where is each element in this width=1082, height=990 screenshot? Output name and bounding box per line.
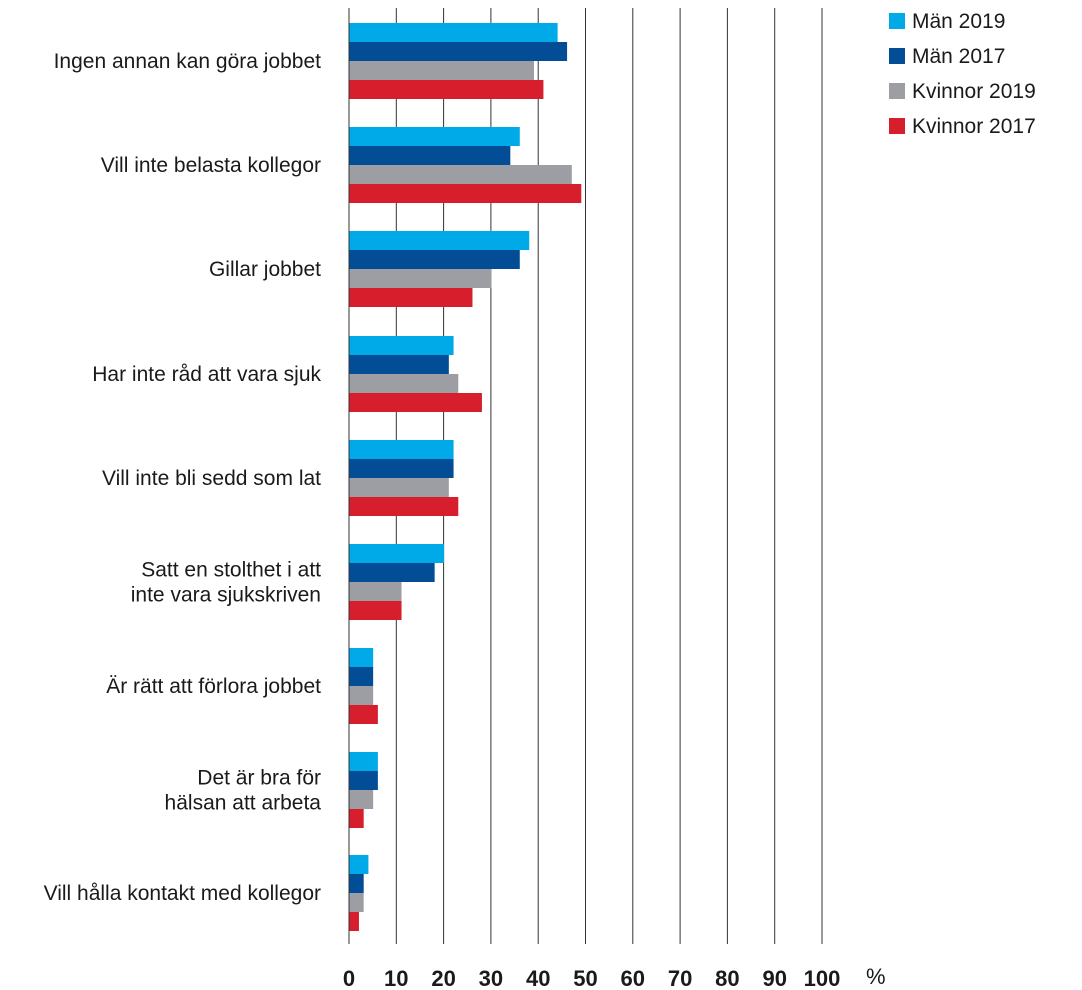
category-label: hälsan att arbeta — [165, 792, 322, 815]
bar — [349, 855, 369, 874]
bar — [349, 478, 449, 497]
bar — [349, 146, 511, 165]
x-tick-label: 0 — [343, 966, 355, 990]
bar — [349, 809, 364, 828]
x-tick-label: 60 — [621, 966, 645, 990]
legend-swatch — [889, 48, 905, 64]
legend-swatch — [889, 13, 905, 29]
x-axis-ticks: 0 10 20 30 40 50 60 70 80 90 100% — [343, 964, 886, 990]
x-tick-label: 20 — [431, 966, 455, 990]
legend-label: Kvinnor 2017 — [912, 115, 1036, 138]
x-tick-label: 30 — [479, 966, 503, 990]
bar — [349, 790, 374, 809]
bar — [349, 184, 582, 203]
bar — [349, 288, 473, 307]
bar — [349, 752, 378, 771]
category-label: Ingen annan kan göra jobbet — [54, 50, 322, 73]
bar — [349, 231, 530, 250]
bar — [349, 563, 435, 582]
unit-label: % — [866, 964, 886, 989]
x-tick-label: 50 — [573, 966, 597, 990]
bar — [349, 874, 364, 893]
category-label: Har inte råd att vara sjuk — [92, 363, 321, 386]
legend: Män 2019 Män 2017 Kvinnor 2019 Kvinnor 2017 — [889, 10, 1036, 138]
x-tick-label: 40 — [526, 966, 550, 990]
bar — [349, 544, 445, 563]
bar — [349, 601, 402, 620]
bar — [349, 893, 364, 912]
bar — [349, 667, 374, 686]
bar — [349, 771, 378, 790]
bar — [349, 42, 568, 61]
bar — [349, 80, 544, 99]
x-tick-label: 80 — [715, 966, 739, 990]
bar — [349, 705, 378, 724]
category-label: Vill hålla kontakt med kollegor — [44, 882, 321, 905]
category-label: Är rätt att förlora jobbet — [106, 675, 321, 698]
bar — [349, 440, 454, 459]
category-label: Satt en stolthet i att — [141, 559, 321, 582]
legend-swatch — [889, 118, 905, 134]
legend-label: Kvinnor 2019 — [912, 80, 1036, 103]
legend-swatch — [889, 83, 905, 99]
bar — [349, 269, 492, 288]
bar — [349, 459, 454, 478]
x-tick-label: 90 — [762, 966, 786, 990]
bar — [349, 497, 459, 516]
x-tick-label: 100 — [804, 966, 841, 990]
bar — [349, 23, 558, 42]
bar — [349, 165, 572, 184]
category-labels: Ingen annan kan göra jobbet Vill inte bel… — [44, 50, 322, 905]
bar — [349, 582, 402, 601]
bars — [349, 23, 582, 931]
bar — [349, 912, 359, 931]
bar — [349, 250, 520, 269]
category-label: Det är bra för — [197, 767, 321, 790]
bar — [349, 393, 482, 412]
bar — [349, 355, 449, 374]
x-tick-label: 10 — [384, 966, 408, 990]
bar — [349, 686, 374, 705]
category-label: Gillar jobbet — [209, 258, 321, 281]
bar — [349, 648, 374, 667]
bar — [349, 374, 459, 393]
bar — [349, 61, 534, 80]
x-tick-label: 70 — [668, 966, 692, 990]
category-label: inte vara sjukskriven — [131, 584, 321, 607]
bar — [349, 336, 454, 355]
bar — [349, 127, 520, 146]
legend-label: Män 2017 — [912, 45, 1005, 68]
legend-label: Män 2019 — [912, 10, 1005, 33]
category-label: Vill inte belasta kollegor — [101, 154, 321, 177]
category-label: Vill inte bli sedd som lat — [102, 467, 321, 490]
